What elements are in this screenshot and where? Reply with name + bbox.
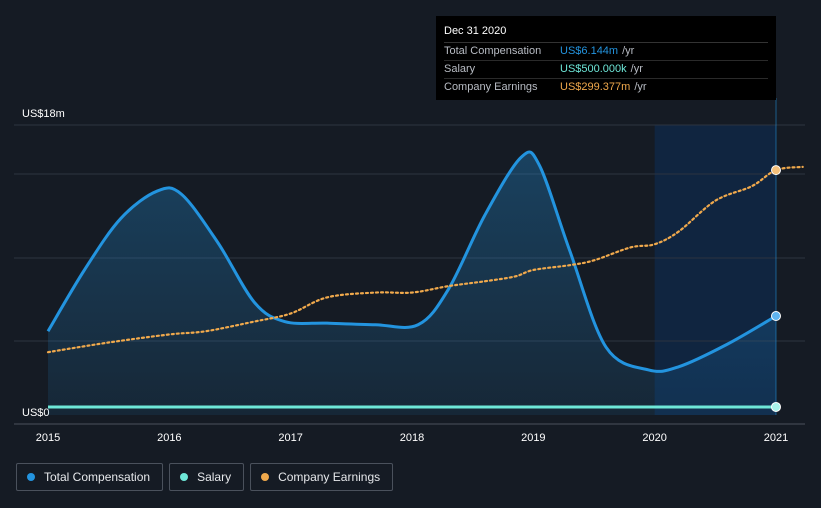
legend-label: Total Compensation <box>44 470 151 484</box>
company-earnings-line <box>46 165 804 354</box>
legend-item-salary[interactable]: Salary <box>169 463 245 491</box>
tooltip-row-salary: Salary US$500.000k /yr <box>444 61 768 79</box>
total-compensation-marker <box>771 311 781 322</box>
tooltip-value: US$500.000k <box>560 63 627 75</box>
tooltip-label: Total Compensation <box>444 45 542 57</box>
total-compensation-line <box>46 150 777 373</box>
tooltip-date: Dec 31 2020 <box>444 24 768 43</box>
tooltip-row-total-compensation: Total Compensation US$6.144m /yr <box>444 43 768 61</box>
company-earnings-marker <box>771 165 781 176</box>
tooltip-value: US$299.377m <box>560 81 631 93</box>
chart-legend: Total Compensation Salary Company Earnin… <box>16 463 394 491</box>
tooltip-value: US$6.144m <box>560 45 619 57</box>
x-tick-label: 2020 <box>642 432 666 444</box>
x-tick-label: 2018 <box>400 432 424 444</box>
compensation-chart: US$18m US$0 2015 2016 2017 2018 2019 2020 2021 <box>14 98 805 444</box>
legend-dot-icon <box>180 473 189 481</box>
tooltip-label: Salary <box>444 63 476 75</box>
legend-dot-icon <box>27 473 35 481</box>
x-tick-label: 2021 <box>764 432 788 444</box>
total-compensation-area <box>48 151 776 415</box>
y-axis-label-bottom: US$0 <box>22 407 50 419</box>
chart-tooltip: Dec 31 2020 Total Compensation US$6.144m… <box>436 16 776 100</box>
tooltip-unit: /yr <box>634 81 647 93</box>
tooltip-unit: /yr <box>622 45 635 57</box>
y-axis-label-top: US$18m <box>22 108 65 120</box>
x-tick-label: 2019 <box>521 432 545 444</box>
legend-item-company-earnings[interactable]: Company Earnings <box>250 463 394 491</box>
x-tick-label: 2015 <box>36 432 60 444</box>
tooltip-label: Company Earnings <box>444 81 538 93</box>
tooltip-unit: /yr <box>630 63 643 75</box>
legend-item-total-compensation[interactable]: Total Compensation <box>16 463 164 491</box>
legend-dot-icon <box>261 473 270 481</box>
x-tick-label: 2017 <box>278 432 302 444</box>
salary-marker <box>771 401 781 412</box>
legend-label: Company Earnings <box>278 470 381 484</box>
x-tick-label: 2016 <box>157 432 181 444</box>
legend-label: Salary <box>197 470 232 484</box>
tooltip-row-company-earnings: Company Earnings US$299.377m /yr <box>444 79 768 96</box>
